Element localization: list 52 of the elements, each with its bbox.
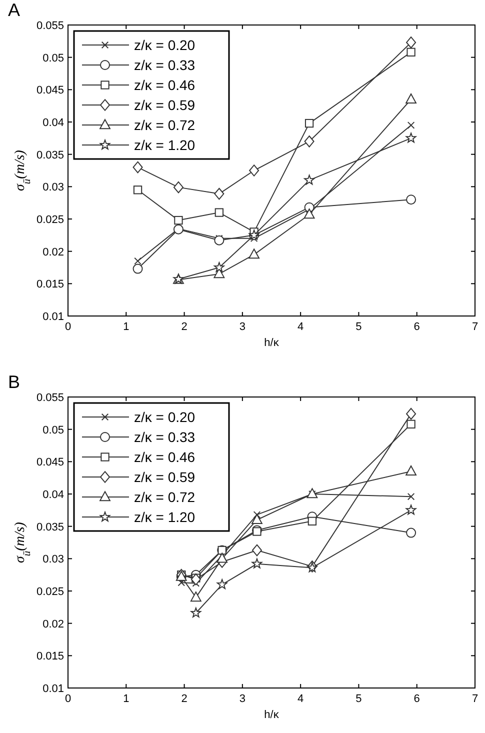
y-tick-label: 0.05 — [42, 52, 64, 64]
y-tick-label: 0.02 — [42, 618, 64, 630]
x-axis-title: h/κ — [264, 337, 280, 349]
x-tick-label: 3 — [239, 321, 246, 333]
x-tick-label: 0 — [64, 693, 72, 705]
legend-label: z/κ = 0.59 — [134, 469, 196, 485]
legend-label: z/κ = 0.59 — [134, 97, 196, 113]
x-tick-label: 6 — [414, 693, 420, 705]
legend-label: z/κ = 0.72 — [134, 117, 196, 133]
x-tick-label: 1 — [123, 321, 130, 333]
x-tick-label: 2 — [181, 321, 188, 333]
x-tick-label: 4 — [298, 321, 304, 333]
y-tick-label: 0.05 — [42, 424, 64, 436]
legend-label: z/κ = 0.20 — [134, 409, 196, 425]
y-tick-label: 0.04 — [42, 117, 64, 129]
y-tick-label: 0.035 — [36, 521, 64, 534]
legend-label: z/κ = 0.33 — [134, 429, 196, 445]
legend-label: z/κ = 0.20 — [134, 37, 196, 53]
x-tick-label: 4 — [298, 693, 304, 705]
y-tick-label: 0.055 — [36, 392, 64, 404]
y-tick-label: 0.01 — [42, 311, 64, 323]
y-tick-label: 0.03 — [42, 554, 64, 566]
y-tick-label: 0.045 — [36, 456, 64, 469]
x-axis-title: h/κ — [264, 709, 280, 721]
y-tick-label: 0.025 — [36, 214, 64, 226]
x-tick-label: 1 — [123, 693, 130, 705]
legend-label: z/κ = 0.46 — [134, 77, 196, 93]
y-tick-label: 0.055 — [36, 20, 64, 32]
chart-title: B — [8, 372, 20, 392]
legend-label: z/κ = 0.33 — [134, 57, 196, 73]
chart-title: A — [8, 0, 20, 20]
legend-label: z/κ = 1.20 — [134, 509, 196, 525]
x-tick-label: 0 — [64, 321, 72, 333]
x-tick-label: 6 — [414, 321, 420, 333]
y-tick-label: 0.02 — [42, 246, 64, 258]
y-tick-label: 0.035 — [36, 149, 64, 162]
y-tick-label: 0.015 — [36, 278, 64, 291]
x-tick-label: 5 — [356, 321, 362, 333]
y-tick-label: 0.01 — [42, 683, 64, 695]
x-tick-label: 5 — [356, 693, 362, 705]
y-tick-label: 0.025 — [36, 586, 64, 598]
y-tick-label: 0.04 — [42, 489, 64, 501]
y-tick-label: 0.045 — [36, 84, 64, 97]
x-tick-label: 3 — [239, 693, 246, 705]
legend-label: z/κ = 0.72 — [134, 489, 196, 505]
x-tick-label: 2 — [181, 693, 188, 705]
legend-label: z/κ = 0.46 — [134, 449, 196, 465]
x-tick-label: 7 — [472, 321, 478, 333]
y-tick-label: 0.015 — [36, 650, 64, 663]
x-tick-label: 7 — [472, 693, 478, 705]
legend-label: z/κ = 1.20 — [134, 137, 196, 153]
y-tick-label: 0.03 — [42, 182, 64, 194]
